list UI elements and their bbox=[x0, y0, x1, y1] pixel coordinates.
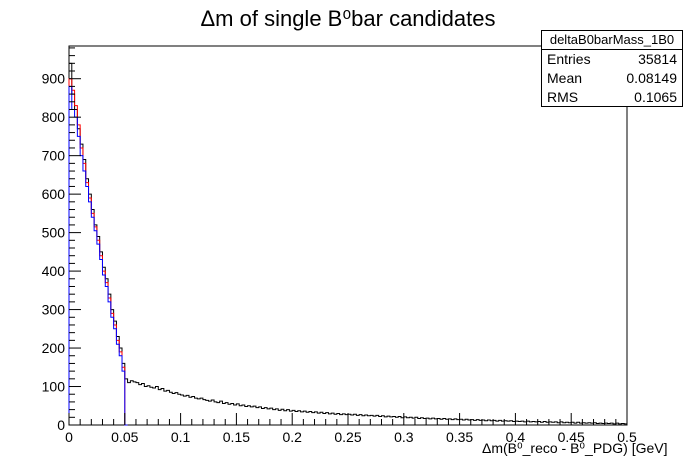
y-tick-label: 400 bbox=[42, 263, 66, 279]
x-tick-label: 0.1 bbox=[171, 429, 191, 445]
x-tick-label: 0.15 bbox=[223, 429, 250, 445]
y-tick-label: 200 bbox=[42, 340, 66, 356]
x-tick-label: 0.05 bbox=[111, 429, 138, 445]
x-tick-label: 0.35 bbox=[446, 429, 473, 445]
chart-title: Δm of single B⁰bar candidates bbox=[200, 6, 496, 31]
x-tick-label: 0 bbox=[65, 429, 73, 445]
y-tick-label: 100 bbox=[42, 379, 66, 395]
y-tick-label: 0 bbox=[57, 417, 65, 433]
x-tick-label: 0.25 bbox=[334, 429, 361, 445]
stats-entries-value: 35814 bbox=[638, 51, 677, 67]
x-tick-label: 0.2 bbox=[282, 429, 302, 445]
stats-mean-row: Mean 0.08149 bbox=[542, 69, 682, 88]
stats-entries-label: Entries bbox=[547, 51, 591, 67]
stats-entries-row: Entries 35814 bbox=[542, 50, 682, 69]
stats-rms-value: 0.1065 bbox=[634, 89, 677, 105]
y-tick-label: 800 bbox=[42, 109, 66, 125]
x-tick-label: 0.4 bbox=[506, 429, 526, 445]
stats-rms-row: RMS 0.1065 bbox=[542, 88, 682, 107]
stats-mean-value: 0.08149 bbox=[626, 70, 677, 86]
y-tick-label: 700 bbox=[42, 148, 66, 164]
y-tick-label: 300 bbox=[42, 302, 66, 318]
x-tick-label: 0.45 bbox=[558, 429, 585, 445]
y-tick-label: 500 bbox=[42, 225, 66, 241]
x-tick-label: 0.5 bbox=[617, 429, 637, 445]
x-axis-title: Δm(B⁰_reco - B⁰_PDG) [GeV] bbox=[482, 440, 668, 456]
stats-rms-label: RMS bbox=[547, 89, 579, 105]
stats-histogram-name: deltaB0barMass_1B0 bbox=[542, 31, 682, 50]
stats-mean-label: Mean bbox=[547, 70, 583, 86]
axes-layer: 0 100 200 300 400 500 600 700 800 900 0 0.05 0.1 0.15… bbox=[42, 47, 637, 445]
x-tick-label: 0.3 bbox=[394, 429, 414, 445]
y-tick-label: 600 bbox=[42, 186, 66, 202]
y-tick-label: 900 bbox=[42, 71, 66, 87]
histogram-series-2 bbox=[68, 85, 128, 426]
plot-frame bbox=[68, 45, 628, 426]
stats-box: deltaB0barMass_1B0 Entries 35814 Mean 0.… bbox=[541, 30, 683, 107]
